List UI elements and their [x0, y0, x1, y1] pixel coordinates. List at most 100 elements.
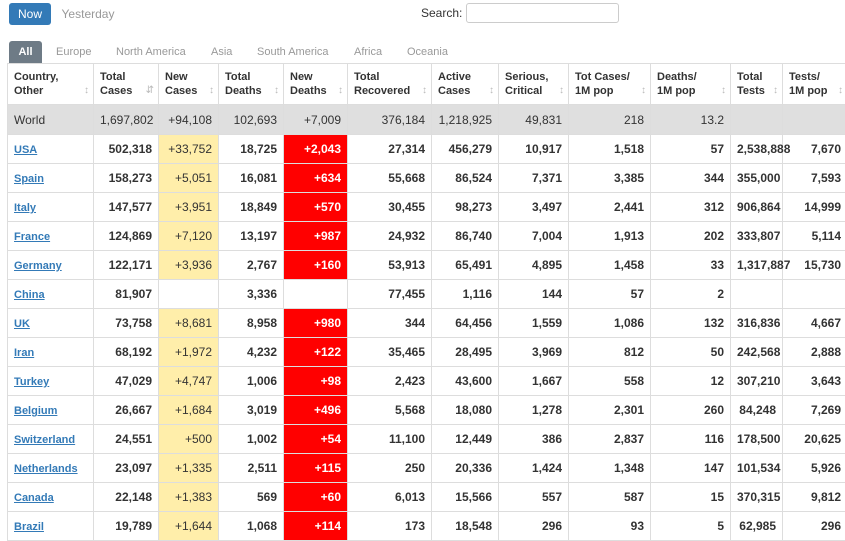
cell-total-cases: 73,758 — [94, 309, 159, 338]
country-link[interactable]: France — [14, 231, 50, 243]
cell-deaths-1m: 116 — [651, 425, 731, 454]
header-deaths-1m[interactable]: Deaths/1M pop ↕ — [651, 64, 731, 105]
sort-icon[interactable]: ↕ — [84, 84, 89, 98]
cell-deaths-1m: 132 — [651, 309, 731, 338]
header-label-line2: 1M pop — [657, 85, 696, 97]
tab-europe[interactable]: Europe — [56, 41, 91, 63]
cell-deaths-1m: 260 — [651, 396, 731, 425]
country-link[interactable]: Netherlands — [14, 463, 78, 475]
sort-icon[interactable]: ↕ — [422, 84, 427, 98]
sort-icon[interactable]: ↕ — [721, 84, 726, 98]
header-label-line2: Deaths — [225, 85, 262, 97]
cell-country: UK — [8, 309, 94, 338]
tab-all[interactable]: All — [9, 41, 42, 63]
header-label-line2: 1M pop — [789, 85, 828, 97]
cell-total-cases: 124,869 — [94, 222, 159, 251]
country-link[interactable]: Turkey — [14, 376, 49, 388]
cell-serious-critical: 49,831 — [499, 105, 569, 135]
cell-new-cases: +3,936 — [159, 251, 219, 280]
country-link[interactable]: USA — [14, 144, 37, 156]
cell-tot-cases-1m: 1,458 — [569, 251, 651, 280]
country-link[interactable]: Brazil — [14, 521, 44, 533]
sort-icon[interactable]: ↕ — [209, 84, 214, 98]
tab-africa[interactable]: Africa — [354, 41, 382, 63]
country-link[interactable]: Germany — [14, 260, 62, 272]
cell-total-cases: 1,697,802 — [94, 105, 159, 135]
cell-deaths-1m: 2 — [651, 280, 731, 309]
cell-new-deaths: +60 — [284, 483, 348, 512]
header-country[interactable]: Country,Other↕ — [8, 64, 94, 105]
cell-active-cases: 86,524 — [432, 164, 499, 193]
tab-north-america[interactable]: North America — [116, 41, 186, 63]
cell-tests-1m — [783, 280, 845, 309]
header-label-line1: Deaths/ — [657, 71, 697, 83]
cell-deaths-1m: 57 — [651, 135, 731, 164]
now-button[interactable]: Now — [9, 3, 51, 25]
cell-tests-1m: 5,114 — [783, 222, 845, 251]
cell-country: World — [8, 105, 94, 135]
cell-serious-critical: 1,559 — [499, 309, 569, 338]
cell-total-cases: 502,318 — [94, 135, 159, 164]
cell-tot-cases-1m: 1,086 — [569, 309, 651, 338]
cell-new-deaths: +98 — [284, 367, 348, 396]
country-link[interactable]: China — [14, 289, 45, 301]
country-link[interactable]: Switzerland — [14, 434, 75, 446]
header-tests-1m[interactable]: Tests/1M pop↕ — [783, 64, 845, 105]
sort-icon[interactable]: ↕ — [338, 84, 343, 98]
country-link[interactable]: Italy — [14, 202, 36, 214]
cell-total-recovered: 2,423 — [348, 367, 432, 396]
cell-new-cases: +1,972 — [159, 338, 219, 367]
sort-icon[interactable]: ↕ — [838, 84, 843, 98]
cell-total-deaths: 4,232 — [219, 338, 284, 367]
cell-tot-cases-1m: 93 — [569, 512, 651, 541]
header-label-line2: Deaths — [290, 85, 327, 97]
cell-new-deaths — [284, 280, 348, 309]
country-link[interactable]: Iran — [14, 347, 34, 359]
cell-tot-cases-1m: 1,348 — [569, 454, 651, 483]
cell-total-cases: 147,577 — [94, 193, 159, 222]
tab-south-america[interactable]: South America — [257, 41, 329, 63]
cell-tot-cases-1m: 57 — [569, 280, 651, 309]
sort-icon[interactable]: ⇵ — [146, 84, 154, 98]
header-serious-critical[interactable]: Serious,Critical↕ — [499, 64, 569, 105]
cell-active-cases: 456,279 — [432, 135, 499, 164]
tab-oceania[interactable]: Oceania — [407, 41, 448, 63]
sort-icon[interactable]: ↕ — [274, 84, 279, 98]
yesterday-button[interactable]: Yesterday — [56, 3, 120, 25]
country-link[interactable]: Canada — [14, 492, 54, 504]
region-tabs: All Europe North America Asia South Amer… — [0, 41, 845, 63]
sort-icon[interactable]: ↕ — [641, 84, 646, 98]
cell-new-deaths: +115 — [284, 454, 348, 483]
search-input[interactable] — [466, 3, 619, 23]
cell-country: Switzerland — [8, 425, 94, 454]
header-label-line2: Other — [14, 85, 43, 97]
sort-icon[interactable]: ↕ — [559, 84, 564, 98]
cell-deaths-1m: 50 — [651, 338, 731, 367]
header-label-line2: Critical — [505, 85, 542, 97]
cell-new-cases: +1,684 — [159, 396, 219, 425]
sort-icon[interactable]: ↕ — [489, 84, 494, 98]
header-label-line1: Total — [737, 71, 762, 83]
country-link[interactable]: Spain — [14, 173, 44, 185]
cell-tests-1m: 9,812 — [783, 483, 845, 512]
sort-icon[interactable]: ↕ — [773, 84, 778, 98]
cell-total-deaths: 569 — [219, 483, 284, 512]
country-link[interactable]: Belgium — [14, 405, 57, 417]
cell-new-cases: +1,335 — [159, 454, 219, 483]
tab-asia[interactable]: Asia — [211, 41, 232, 63]
cell-country: Brazil — [8, 512, 94, 541]
header-tot-cases-1m[interactable]: Tot Cases/1M pop↕ — [569, 64, 651, 105]
country-link[interactable]: UK — [14, 318, 30, 330]
